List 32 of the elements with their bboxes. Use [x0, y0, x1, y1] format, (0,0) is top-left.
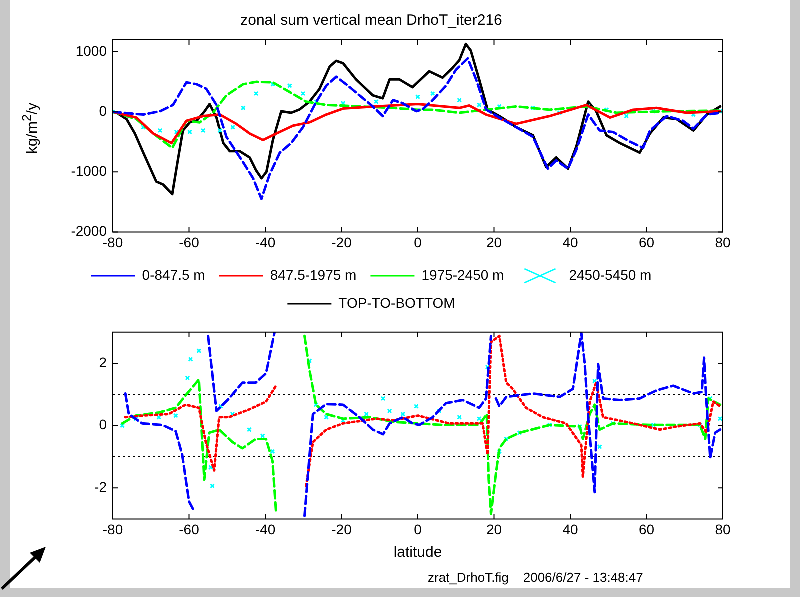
x-tick-label: -40 — [255, 521, 276, 538]
legend-label: 847.5-1975 m — [270, 266, 357, 283]
x-tick-label: -20 — [332, 234, 352, 250]
legend-label: 0-847.5 m — [142, 266, 206, 283]
x-tick-label: -60 — [179, 234, 200, 250]
x-tick-label: 40 — [562, 521, 578, 538]
x-tick-label: 0 — [414, 234, 422, 250]
y-tick-label: 1000 — [76, 42, 108, 59]
x-tick-label: -80 — [102, 521, 124, 538]
x-tick-label: -60 — [179, 521, 200, 538]
text: zrat_DrhoT.fig 2006/6/27 - 13:48:47 — [428, 570, 644, 585]
legend-label: 1975-2450 m — [422, 266, 504, 283]
x-tick-label: -20 — [332, 521, 352, 538]
x-tick-label: 60 — [638, 521, 655, 538]
chart-title: zonal sum vertical mean DrhoT_iter216 — [240, 12, 502, 30]
x-tick-label: 0 — [414, 521, 422, 538]
y-tick-label: -2000 — [71, 223, 108, 240]
x-tick-label: 20 — [486, 234, 502, 250]
legend-label: 2450-5450 m — [569, 266, 652, 283]
y-tick-label: 2 — [99, 354, 108, 370]
x-axis-title: latitude — [394, 544, 442, 562]
x-tick-label: 60 — [638, 234, 655, 250]
y-tick-label: -2 — [94, 478, 108, 495]
x-tick-label: 80 — [715, 234, 731, 250]
y-tick-label: -1000 — [71, 162, 108, 179]
x-tick-label: -40 — [255, 234, 276, 250]
x-tick-label: 40 — [562, 234, 578, 250]
x-tick-label: 20 — [486, 521, 502, 538]
y-tick-label: 0 — [99, 416, 108, 433]
y-tick-label: 0 — [99, 102, 108, 119]
x-tick-label: 80 — [715, 521, 731, 538]
legend-label: TOP-TO-BOTTOM — [338, 294, 456, 311]
